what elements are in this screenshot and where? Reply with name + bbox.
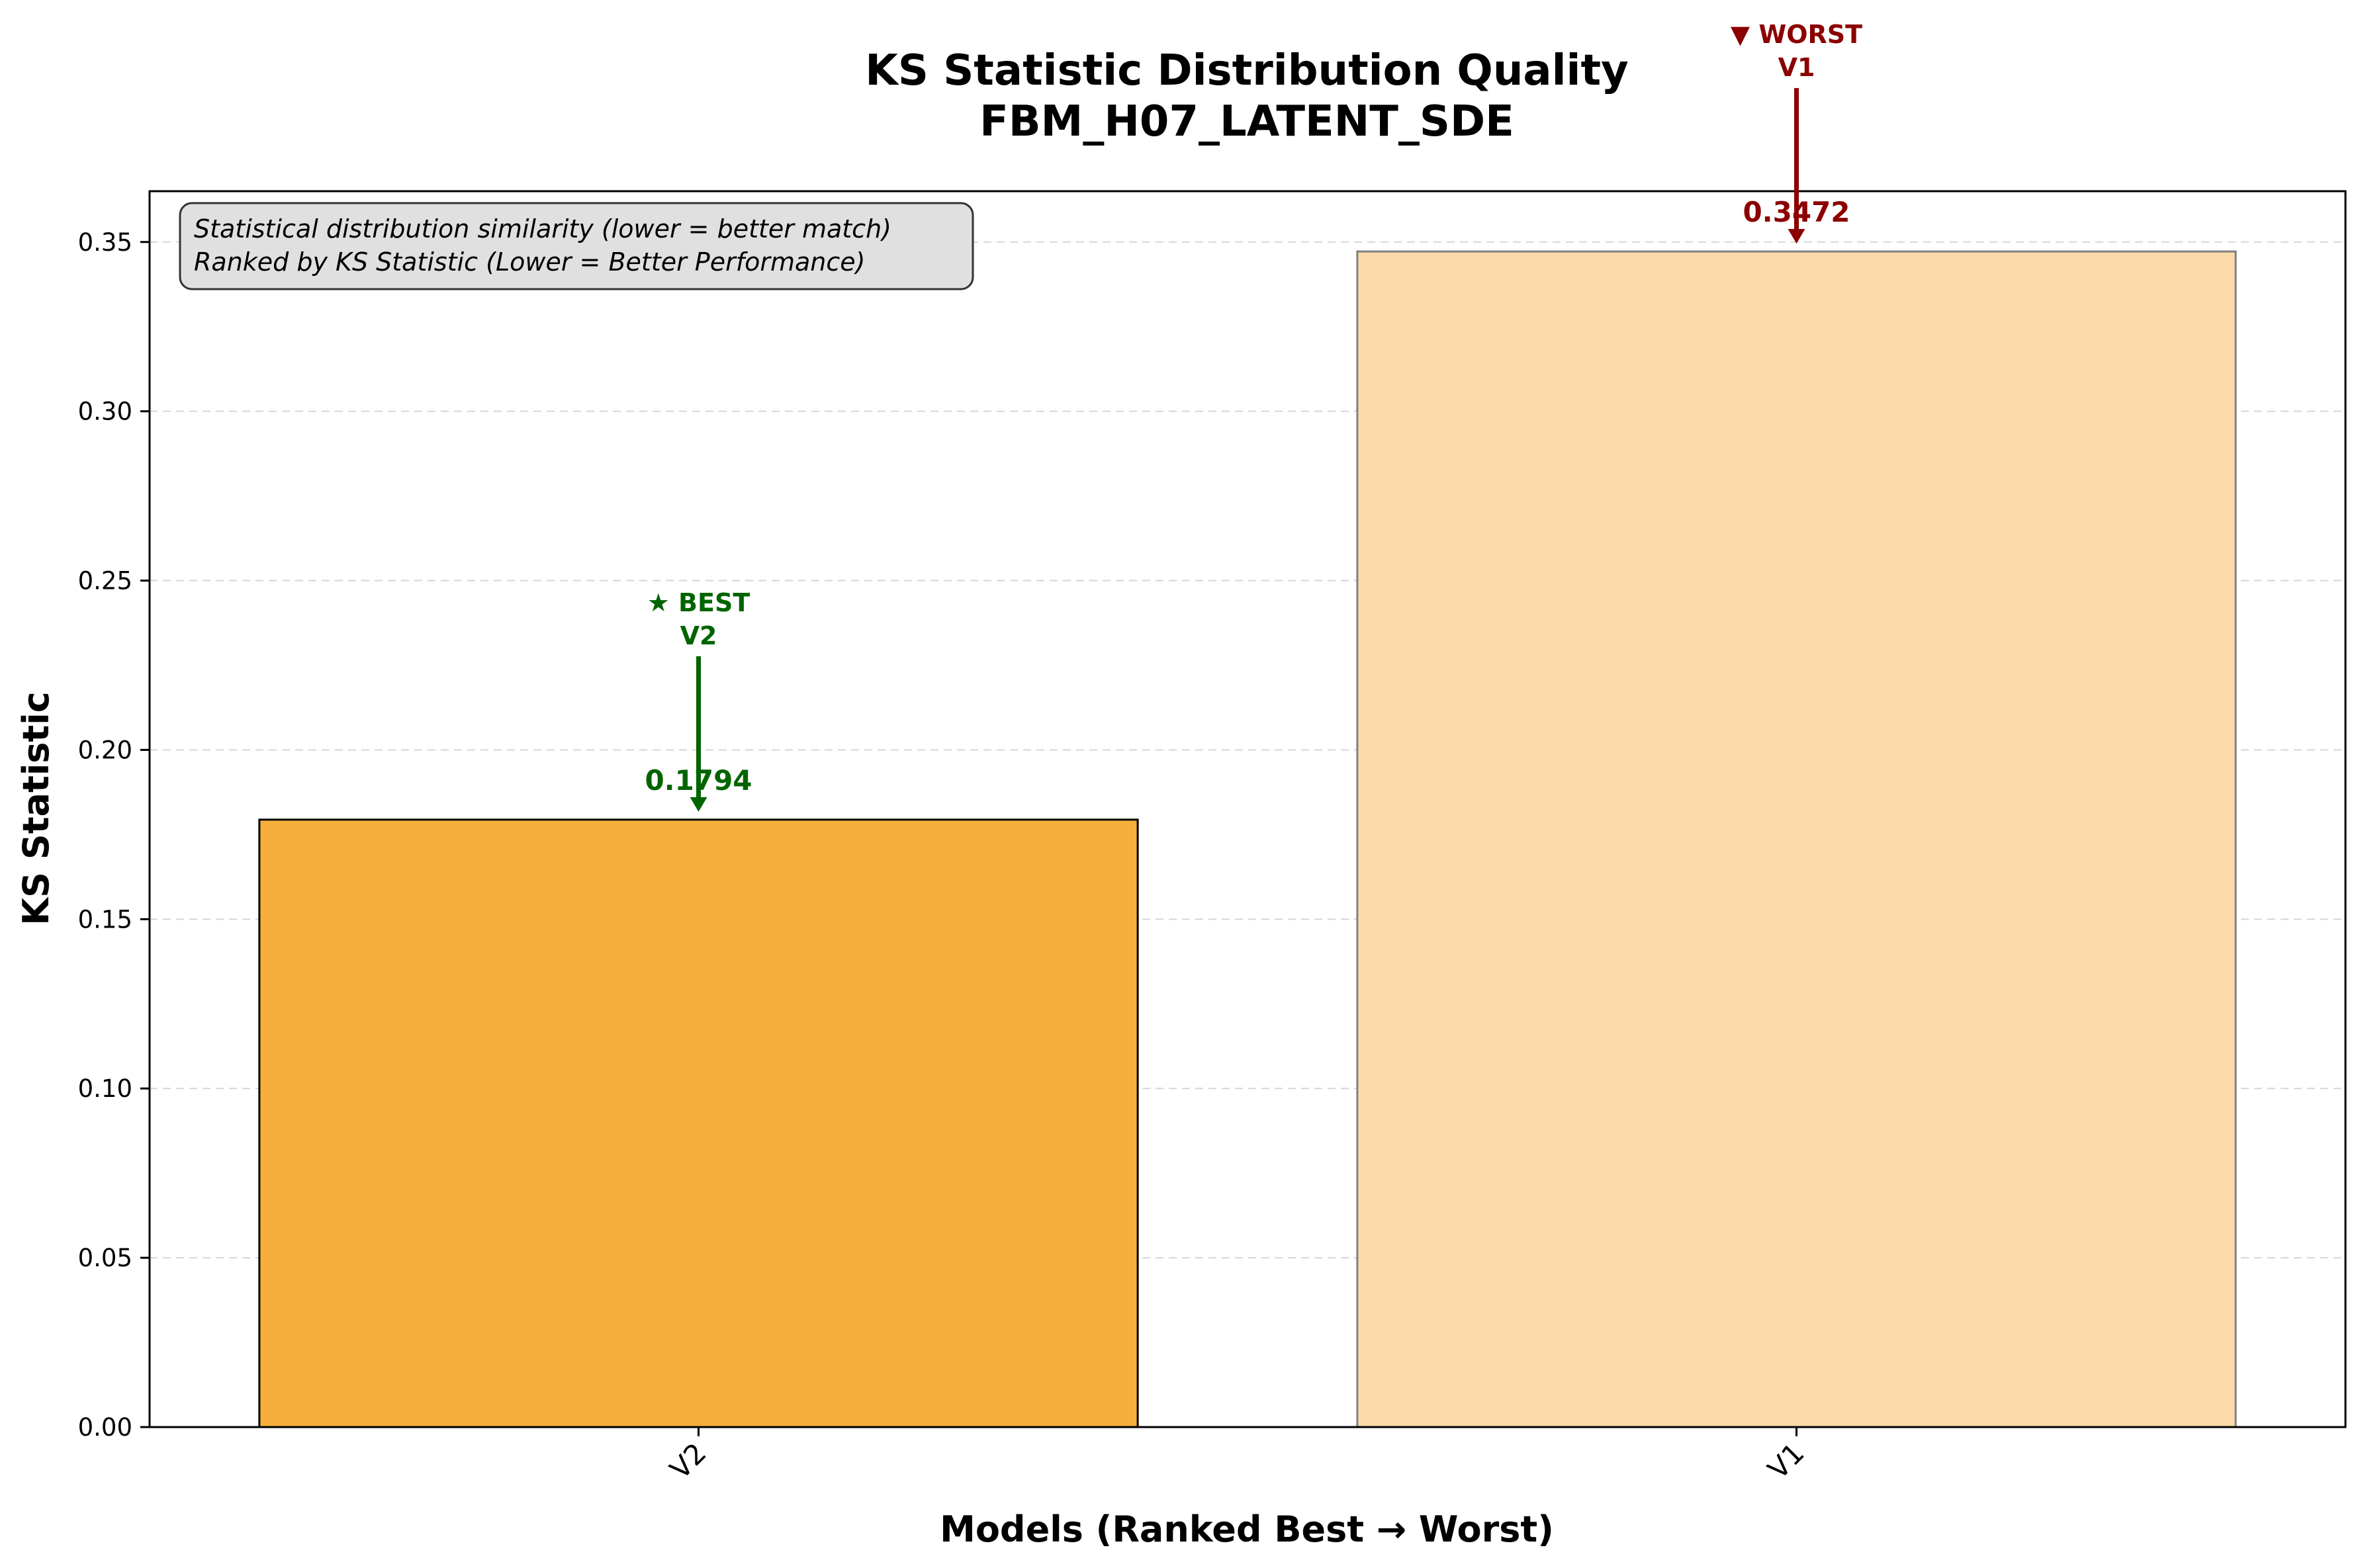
y-tick-label: 0.15 [78,905,132,934]
annotation-arrow-head [1788,229,1805,244]
annotation-model: V1 [1778,53,1815,82]
bars [258,250,2237,1428]
annotations: ★ BEST V2 ▼ WORST V1 [647,20,1862,812]
annotation-model: V2 [680,621,717,650]
info-box-line-1: Statistical distribution similarity (low… [194,214,891,243]
chart-title: KS Statistic Distribution Quality [865,46,1629,95]
y-tick-label: 0.35 [78,228,132,257]
bar-v1 [1356,250,2237,1428]
y-tick-label: 0.10 [78,1074,132,1103]
plot-frame [148,190,2347,1428]
y-axis-label: KS Statistic [15,691,57,925]
annotation-arrow-head [690,797,707,812]
info-box-background [179,202,974,290]
x-axis-label: Models (Ranked Best → Worst) [940,1508,1554,1550]
y-tick-label: 0.00 [78,1413,132,1442]
y-tick-label: 0.05 [78,1244,132,1272]
annotation-label: ★ BEST [647,588,750,617]
info-box-line-2: Ranked by KS Statistic (Lower = Better P… [194,247,865,277]
y-tick-label: 0.30 [78,398,132,426]
y-tick-label: 0.25 [78,567,132,595]
annotation-label: ▼ WORST [1731,20,1862,49]
chart-subtitle: FBM_H07_LATENT_SDE [979,97,1514,146]
y-tick-label: 0.20 [78,736,132,764]
bar-v2 [258,818,1139,1428]
info-box: Statistical distribution similarity (low… [179,202,974,290]
